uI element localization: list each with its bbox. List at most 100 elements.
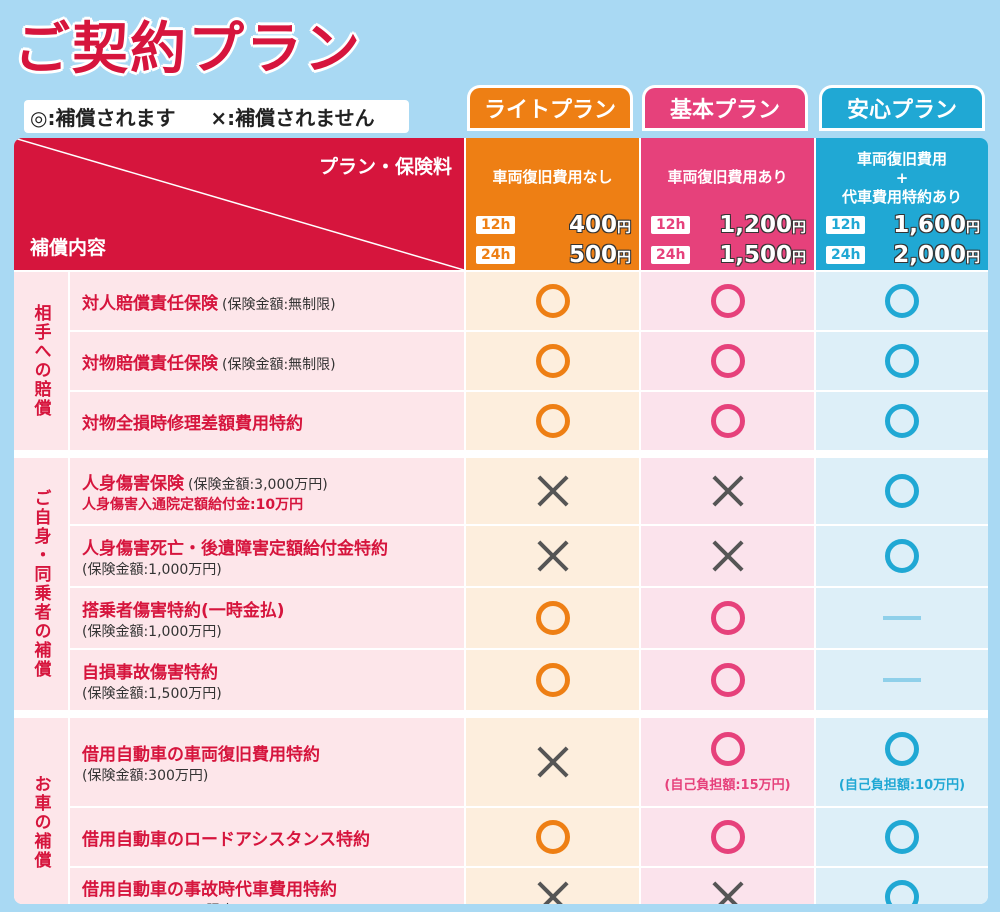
price-amount: 1,600 <box>893 212 966 238</box>
coverage-cell-lite <box>466 650 639 710</box>
deductible-note: (自己負担額:15万円) <box>664 777 791 793</box>
coverage-amount: (保険金額:300万円) <box>82 767 209 784</box>
coverage-name: 対人賠償責任保険 <box>82 293 218 314</box>
coverage-name: 借用自動車の車両復旧費用特約 <box>82 744 320 765</box>
not-covered-cross-icon <box>710 473 746 509</box>
price-row-h24: 24h 500円 <box>476 242 631 268</box>
covered-circle-icon <box>885 880 919 904</box>
coverage-cell-lite <box>466 272 639 330</box>
not-covered-cross-icon <box>710 879 746 904</box>
coverage-row-name: 対物賠償責任保険 (保険金額:無制限) <box>70 332 464 390</box>
price-row-h12: 12h 400円 <box>476 212 631 238</box>
price-value: 2,000円 <box>893 242 980 268</box>
coverage-row-name: 搭乗者傷害特約(一時金払) (保険金額:1,000万円) <box>70 588 464 648</box>
header-corner: プラン・保険料 補償内容 <box>14 138 464 270</box>
covered-circle-icon <box>710 663 745 697</box>
header-diagonal <box>14 138 464 270</box>
coverage-cell-lite <box>466 332 639 390</box>
price-value: 500円 <box>569 242 631 268</box>
coverage-cell-lite <box>466 808 639 866</box>
price-value: 1,500円 <box>719 242 806 268</box>
plan-description: 車両復旧費用 + 代車費用特約あり <box>816 150 988 207</box>
legend: ◎:補償されます ×:補償されません <box>24 100 409 133</box>
not-applicable-dash-icon <box>883 678 921 682</box>
price-amount: 1,500 <box>719 242 792 268</box>
tab-basic-plan: 基本プラン <box>645 88 805 128</box>
coverage-cell-lite <box>466 588 639 648</box>
category-2: ご自身・同乗者の補償 <box>14 458 68 710</box>
coverage-name: 自損事故傷害特約 <box>82 662 218 683</box>
coverage-cell-basic <box>641 588 814 648</box>
covered-circle-icon <box>535 284 570 318</box>
plan-table: プラン・保険料 補償内容 車両復旧費用なし 12h 400円 24h 500円 車両復旧費… <box>14 138 988 904</box>
category-label: ご自身・同乗者の補償 <box>30 489 51 679</box>
covered-circle-icon <box>535 404 570 438</box>
yen-unit: 円 <box>792 220 806 236</box>
coverage-name-line: 借用自動車の車両復旧費用特約 <box>82 740 464 765</box>
coverage-name: 対物賠償責任保険 <box>82 353 218 374</box>
price-value: 400円 <box>569 212 631 238</box>
tab-safe-plan: 安心プラン <box>822 88 982 128</box>
covered-circle-icon <box>885 404 919 438</box>
covered-circle-icon <box>710 404 745 438</box>
coverage-cell-lite <box>466 458 639 524</box>
coverage-name-line: 対人賠償責任保険 (保険金額:無制限) <box>82 289 464 314</box>
coverage-cell-lite <box>466 718 639 806</box>
covered-circle-icon <box>885 474 919 508</box>
coverage-cell-basic <box>641 808 814 866</box>
coverage-cell-basic <box>641 272 814 330</box>
page-title: ご契約プラン <box>14 17 362 82</box>
coverage-name: 人身傷害保険 <box>82 473 184 494</box>
hours-badge: 24h <box>826 246 866 264</box>
covered-circle-icon <box>535 663 570 697</box>
coverage-row-name: 自損事故傷害特約 (保険金額:1,500万円) <box>70 650 464 710</box>
coverage-cell-basic <box>641 526 814 586</box>
covered-circle-icon <box>710 601 745 635</box>
coverage-cell-basic <box>641 650 814 710</box>
plan-description-line: 代車費用特約あり <box>841 188 962 206</box>
covered-circle-icon <box>535 820 570 854</box>
coverage-name-line: 借用自動車のロードアシスタンス特約 <box>82 825 464 850</box>
deductible-note: (自己負担額:10万円) <box>838 777 966 793</box>
coverage-name: 搭乗者傷害特約(一時金払) <box>82 600 285 621</box>
category-3: お車の補償 <box>14 718 68 904</box>
category-label: お車の補償 <box>30 774 51 870</box>
coverage-name-line: 対物賠償責任保険 (保険金額:無制限) <box>82 349 464 374</box>
coverage-name-line: 自損事故傷害特約 <box>82 658 464 683</box>
yen-unit: 円 <box>966 250 980 266</box>
coverage-name-line: 対物全損時修理差額費用特約 <box>82 409 464 434</box>
hours-badge: 12h <box>826 216 866 234</box>
header-coverage-label: 補償内容 <box>30 237 107 259</box>
coverage-cell-lite <box>466 392 639 450</box>
price-value: 1,200円 <box>719 212 806 238</box>
not-covered-cross-icon <box>535 538 571 574</box>
coverage-cell-safe <box>816 332 988 390</box>
header-col-lite: 車両復旧費用なし 12h 400円 24h 500円 <box>466 138 639 270</box>
coverage-name: 対物全損時修理差額費用特約 <box>82 413 303 434</box>
category-label: 相手への賠償 <box>30 304 51 418</box>
coverage-name-line: 人身傷害保険 (保険金額:3,000万円) <box>82 469 464 494</box>
not-covered-cross-icon <box>535 473 571 509</box>
price-row-h24: 24h 2,000円 <box>826 242 980 268</box>
price-row-h12: 12h 1,200円 <box>651 212 806 238</box>
covered-circle-icon <box>885 344 919 378</box>
legend-covered: ◎:補償されます <box>30 106 176 130</box>
coverage-amount: (保険金額:1,500万円) <box>82 685 222 702</box>
covered-circle-icon <box>710 284 745 318</box>
category-1: 相手への賠償 <box>14 272 68 450</box>
coverage-cell-lite <box>466 868 639 904</box>
hours-badge: 24h <box>651 246 691 264</box>
yen-unit: 円 <box>792 250 806 266</box>
not-applicable-dash-icon <box>883 616 921 620</box>
price-amount: 1,200 <box>719 212 792 238</box>
header-plan-fee-label: プラン・保険料 <box>318 156 452 178</box>
coverage-cell-safe: (自己負担額:10万円) <box>816 718 988 806</box>
covered-circle-icon <box>710 344 745 378</box>
coverage-cell-basic <box>641 458 814 524</box>
coverage-row-name: 借用自動車の車両復旧費用特約 (保険金額:300万円) <box>70 718 464 806</box>
yen-unit: 円 <box>617 250 631 266</box>
tab-lite-plan: ライトプラン <box>470 88 630 128</box>
legend-not-covered: ×:補償されません <box>210 106 375 130</box>
coverage-cell-safe <box>816 588 988 648</box>
coverage-cell-basic <box>641 332 814 390</box>
